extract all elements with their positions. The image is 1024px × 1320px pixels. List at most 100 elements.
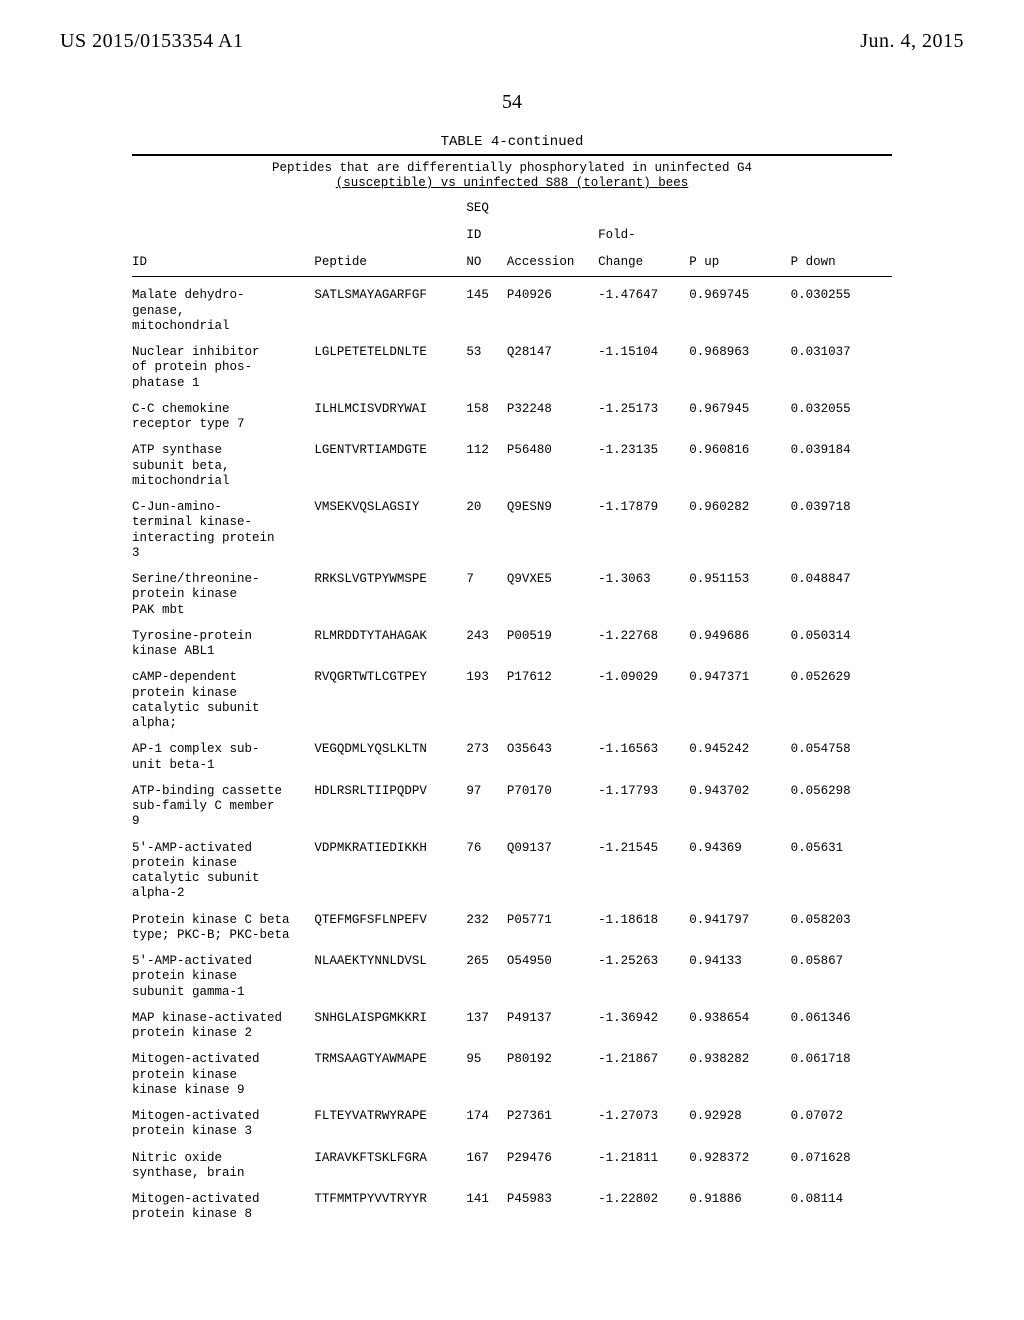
page-container: US 2015/0153354 A1 Jun. 4, 2015 54 TABLE… [0, 0, 1024, 1320]
cell-id: Mitogen-activated protein kinase 3 [132, 1098, 314, 1140]
cell-pd: 0.056298 [791, 773, 892, 830]
cell-pu: 0.938654 [689, 1000, 790, 1042]
page-number: 54 [60, 91, 964, 114]
cell-pd: 0.07072 [791, 1098, 892, 1140]
cell-peptide: TRMSAAGTYAWMAPE [314, 1041, 466, 1098]
cell-peptide: NLAAEKTYNNLDVSL [314, 943, 466, 1000]
cell-seq: 145 [466, 277, 507, 334]
cell-acc: P40926 [507, 277, 598, 334]
col-peptide: Peptide [314, 249, 466, 276]
cell-peptide: SNHGLAISPGMKKRI [314, 1000, 466, 1042]
publication-id: US 2015/0153354 A1 [60, 30, 243, 53]
cell-pd: 0.05867 [791, 943, 892, 1000]
table-row: ATP-binding cassette sub-family C member… [132, 773, 892, 830]
table-row: C-Jun-amino- terminal kinase- interactin… [132, 489, 892, 561]
cell-acc: P05771 [507, 902, 598, 944]
table-wrap: Peptides that are differentially phospho… [132, 154, 892, 1226]
cell-pu: 0.943702 [689, 773, 790, 830]
cell-fold: -1.47647 [598, 277, 689, 334]
cell-fold: -1.21811 [598, 1140, 689, 1182]
table-row: ATP synthase subunit beta, mitochondrial… [132, 432, 892, 489]
cell-pd: 0.031037 [791, 334, 892, 391]
table-row: Nitric oxide synthase, brainIARAVKFTSKLF… [132, 1140, 892, 1182]
cell-pd: 0.052629 [791, 659, 892, 731]
cell-pd: 0.05631 [791, 830, 892, 902]
cell-seq: 95 [466, 1041, 507, 1098]
cell-seq: 265 [466, 943, 507, 1000]
cell-pu: 0.960816 [689, 432, 790, 489]
table-row: Mitogen-activated protein kinase 8TTFMMT… [132, 1181, 892, 1223]
table-row: Tyrosine-protein kinase ABL1RLMRDDTYTAHA… [132, 618, 892, 660]
subtitle-line-2: (susceptible) vs uninfected S88 (toleran… [132, 176, 892, 191]
cell-seq: 167 [466, 1140, 507, 1182]
cell-fold: -1.09029 [598, 659, 689, 731]
cell-fold: -1.25173 [598, 391, 689, 433]
col-p-up: P up [689, 249, 790, 276]
cell-pd: 0.061718 [791, 1041, 892, 1098]
cell-seq: 7 [466, 561, 507, 618]
cell-peptide: VDPMKRATIEDIKKH [314, 830, 466, 902]
cell-fold: -1.36942 [598, 1000, 689, 1042]
cell-pu: 0.945242 [689, 731, 790, 773]
cell-pu: 0.960282 [689, 489, 790, 561]
cell-acc: O54950 [507, 943, 598, 1000]
cell-pd: 0.032055 [791, 391, 892, 433]
cell-id: 5'-AMP-activated protein kinase catalyti… [132, 830, 314, 902]
cell-acc: Q9VXE5 [507, 561, 598, 618]
cell-seq: 232 [466, 902, 507, 944]
cell-pu: 0.91886 [689, 1181, 790, 1223]
cell-fold: -1.15104 [598, 334, 689, 391]
table-row: Nuclear inhibitor of protein phos- phata… [132, 334, 892, 391]
cell-acc: P45983 [507, 1181, 598, 1223]
cell-peptide: VEGQDMLYQSLKLTN [314, 731, 466, 773]
cell-pd: 0.039184 [791, 432, 892, 489]
subtitle-line-1: Peptides that are differentially phospho… [132, 161, 892, 176]
cell-acc: P56480 [507, 432, 598, 489]
table-row: Mitogen-activated protein kinase kinase … [132, 1041, 892, 1098]
cell-pu: 0.92928 [689, 1098, 790, 1140]
cell-pu: 0.947371 [689, 659, 790, 731]
cell-seq: 137 [466, 1000, 507, 1042]
cell-peptide: LGLPETETELDNLTE [314, 334, 466, 391]
cell-acc: Q9ESN9 [507, 489, 598, 561]
cell-peptide: RRKSLVGTPYWMSPE [314, 561, 466, 618]
cell-peptide: RLMRDDTYTAHAGAK [314, 618, 466, 660]
table-row: C-C chemokine receptor type 7ILHLMCISVDR… [132, 391, 892, 433]
col-fold-1: Fold- [598, 222, 689, 249]
cell-peptide: QTEFMGFSFLNPEFV [314, 902, 466, 944]
cell-acc: P70170 [507, 773, 598, 830]
cell-fold: -1.22768 [598, 618, 689, 660]
col-seq-1: SEQ [466, 195, 507, 222]
cell-peptide: IARAVKFTSKLFGRA [314, 1140, 466, 1182]
cell-pd: 0.048847 [791, 561, 892, 618]
cell-seq: 97 [466, 773, 507, 830]
cell-id: Mitogen-activated protein kinase 8 [132, 1181, 314, 1223]
table-row: MAP kinase-activated protein kinase 2SNH… [132, 1000, 892, 1042]
col-p-down: P down [791, 249, 892, 276]
cell-seq: 174 [466, 1098, 507, 1140]
cell-pu: 0.951153 [689, 561, 790, 618]
cell-acc: P27361 [507, 1098, 598, 1140]
cell-peptide: FLTEYVATRWYRAPE [314, 1098, 466, 1140]
cell-pd: 0.061346 [791, 1000, 892, 1042]
table-head: SEQ ID Fold- ID Peptide [132, 195, 892, 277]
cell-acc: O35643 [507, 731, 598, 773]
cell-acc: P32248 [507, 391, 598, 433]
cell-fold: -1.22802 [598, 1181, 689, 1223]
cell-acc: P17612 [507, 659, 598, 731]
cell-fold: -1.16563 [598, 731, 689, 773]
cell-acc: P00519 [507, 618, 598, 660]
cell-id: Nitric oxide synthase, brain [132, 1140, 314, 1182]
cell-pu: 0.94369 [689, 830, 790, 902]
cell-peptide: RVQGRTWTLCGTPEY [314, 659, 466, 731]
cell-id: AP-1 complex sub- unit beta-1 [132, 731, 314, 773]
cell-id: Tyrosine-protein kinase ABL1 [132, 618, 314, 660]
cell-acc: P29476 [507, 1140, 598, 1182]
cell-id: ATP synthase subunit beta, mitochondrial [132, 432, 314, 489]
cell-id: C-Jun-amino- terminal kinase- interactin… [132, 489, 314, 561]
cell-seq: 158 [466, 391, 507, 433]
cell-seq: 273 [466, 731, 507, 773]
cell-id: 5'-AMP-activated protein kinase subunit … [132, 943, 314, 1000]
table-body: Malate dehydro- genase, mitochondrialSAT… [132, 276, 892, 1222]
cell-fold: -1.27073 [598, 1098, 689, 1140]
